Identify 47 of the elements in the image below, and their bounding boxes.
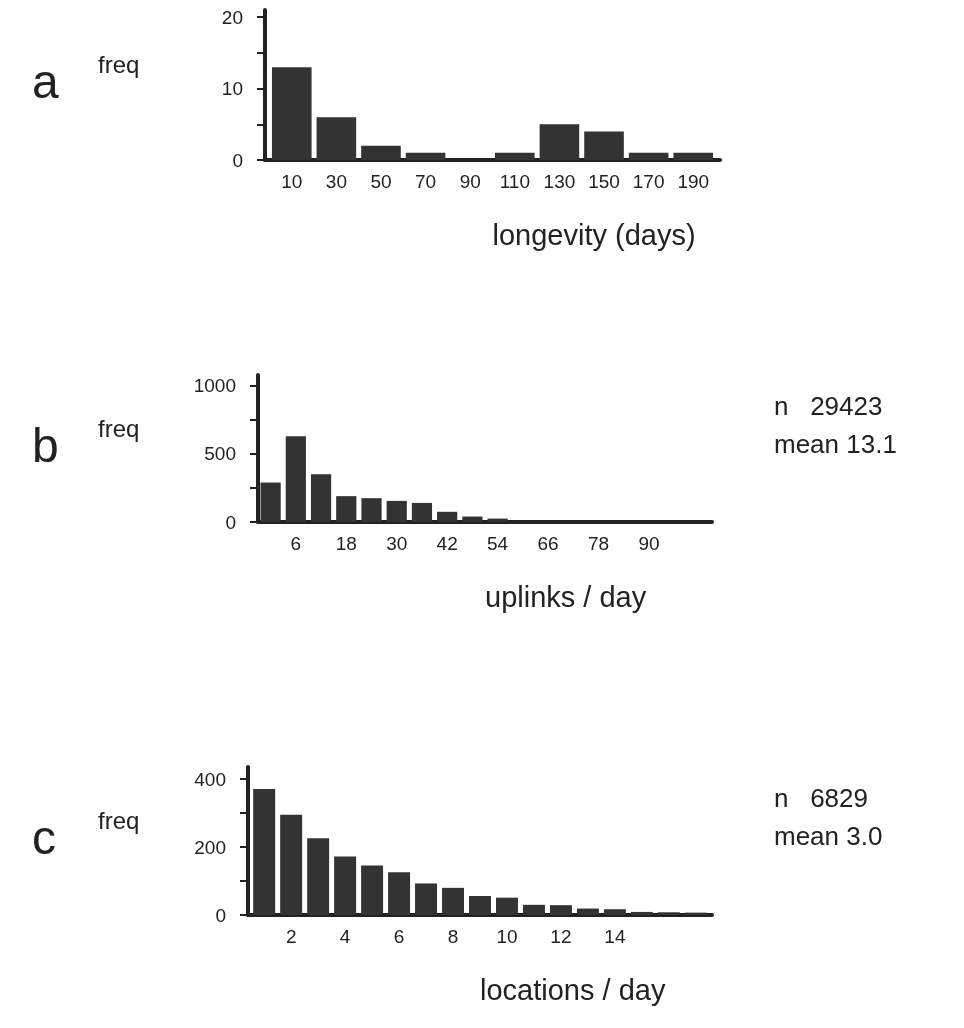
x-tick-label: 18 [335, 533, 357, 554]
text: mean 13.1 [774, 429, 897, 459]
text: c [32, 811, 56, 865]
x-tick-label: 10 [281, 171, 303, 192]
y-axis-title: freq [98, 807, 140, 835]
x-tick-label: 130 [543, 171, 576, 192]
x-tick-label: 6 [393, 926, 405, 947]
y-tick-label: 0 [225, 511, 236, 533]
x-axis-title: longevity (days) [492, 218, 696, 251]
text: n 29423 [774, 391, 883, 421]
x-tick-label: 70 [415, 171, 437, 192]
y-tick-label: 10 [221, 78, 243, 100]
x-axis-title: locations / day [480, 973, 666, 1006]
x-tick-label: 12 [550, 926, 572, 947]
x-tick-label: 110 [499, 171, 530, 192]
x-tick-label: 14 [604, 926, 626, 947]
text: mean 3.0 [774, 821, 883, 851]
y-tick-label: 500 [204, 443, 236, 465]
text: b [32, 418, 59, 472]
x-tick-label: 50 [370, 171, 392, 192]
y-axis-title: freq [98, 51, 140, 78]
x-tick-label: 30 [325, 171, 347, 192]
x-tick-label: 4 [339, 926, 351, 947]
x-tick-label: 90 [638, 533, 660, 554]
x-tick-label: 6 [290, 533, 302, 554]
y-tick-label: 0 [215, 904, 226, 926]
x-tick-label: 8 [447, 926, 459, 947]
y-tick-label: 20 [221, 6, 243, 28]
x-axis-title: uplinks / day [485, 580, 647, 613]
x-tick-label: 190 [677, 171, 710, 192]
text: a [32, 55, 59, 108]
y-tick-label: 1000 [193, 375, 236, 397]
x-tick-label: 30 [386, 533, 408, 554]
y-tick-label: 200 [194, 836, 226, 858]
x-tick-label: 90 [459, 171, 481, 192]
x-tick-label: 2 [285, 926, 297, 947]
y-tick-label: 0 [232, 149, 243, 171]
x-tick-label: 170 [632, 171, 665, 192]
x-tick-label: 66 [537, 533, 559, 554]
x-tick-label: 150 [588, 171, 620, 192]
y-axis-title: freq [98, 414, 140, 442]
x-tick-label: 54 [487, 533, 509, 554]
y-tick-label: 400 [194, 768, 226, 790]
x-tick-label: 78 [587, 533, 610, 554]
text: n 6829 [774, 783, 868, 813]
x-tick-label: 42 [436, 533, 458, 554]
x-tick-label: 10 [496, 926, 518, 947]
